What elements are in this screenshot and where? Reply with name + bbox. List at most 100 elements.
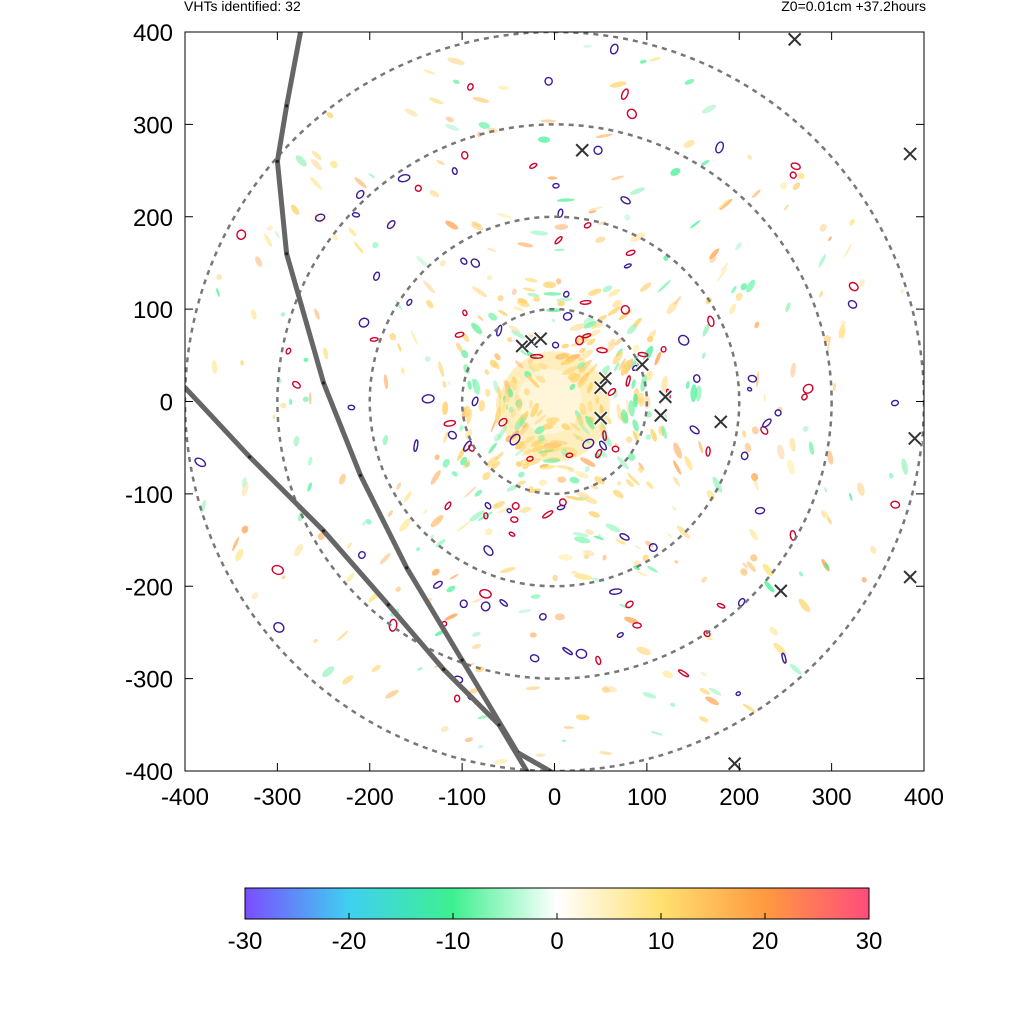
field-speckle <box>538 435 545 442</box>
field-speckle <box>575 471 589 479</box>
field-speckle <box>281 575 286 580</box>
field-speckle <box>527 357 534 365</box>
field-speckle <box>684 78 695 85</box>
vortex-contour <box>607 387 617 397</box>
field-speckle <box>556 198 575 202</box>
field-speckle <box>676 525 691 539</box>
vht-marker <box>593 380 609 396</box>
field-speckle <box>572 532 589 537</box>
field-speckle <box>536 409 543 417</box>
field-speckle <box>610 81 627 88</box>
vortex-contour <box>510 516 519 523</box>
field-speckle <box>615 337 623 346</box>
field-speckle <box>729 303 737 315</box>
field-speckle <box>832 382 837 392</box>
x-tick-label: 300 <box>812 784 852 811</box>
field-speckle <box>584 465 590 473</box>
x-tick-label: 400 <box>904 784 944 811</box>
field-speckle <box>563 726 574 729</box>
field-speckle <box>808 441 815 456</box>
field-speckle <box>506 404 509 410</box>
field-speckle <box>368 173 375 179</box>
field-speckle <box>787 459 795 475</box>
vht-marker <box>514 338 530 354</box>
field-speckle <box>516 480 526 486</box>
field-speckle <box>537 362 548 370</box>
field-speckle <box>654 351 662 366</box>
field-speckle <box>595 396 599 405</box>
field-speckle <box>442 380 447 388</box>
field-speckle <box>342 675 354 685</box>
track-point <box>285 104 289 108</box>
vortex-contour <box>626 108 637 120</box>
field-speckle <box>517 609 532 614</box>
field-speckle <box>861 577 867 583</box>
field-speckle <box>311 150 322 161</box>
vortex-contour <box>471 396 479 407</box>
field-speckle <box>838 324 845 339</box>
vortex-contour <box>802 383 814 394</box>
field-speckle <box>844 243 852 258</box>
vortex-contour <box>611 445 620 453</box>
field-speckle <box>773 642 786 655</box>
vortex-contour <box>620 88 629 100</box>
field-speckle <box>547 176 558 180</box>
field-speckle <box>608 288 621 297</box>
field-speckle <box>464 486 477 498</box>
field-speckle <box>569 476 580 484</box>
field-speckle <box>338 473 346 485</box>
field-speckle <box>405 108 418 117</box>
field-speckle <box>526 374 540 388</box>
field-speckle <box>314 212 324 224</box>
field-speckle <box>478 399 486 412</box>
field-speckle <box>642 692 657 699</box>
field-speckle <box>466 409 472 425</box>
vortex-contour <box>575 335 585 346</box>
field-speckle <box>631 379 636 389</box>
field-speckle <box>403 491 412 503</box>
field-speckle <box>326 112 334 119</box>
vht-marker <box>902 569 918 585</box>
field-speckle <box>620 360 631 376</box>
field-speckle <box>477 715 489 720</box>
x-axis: -400 -300 -200 -100 0 100 200 300 400 <box>161 32 944 811</box>
field-speckle <box>477 315 484 321</box>
field-speckle <box>314 308 320 320</box>
field-speckle <box>430 470 441 485</box>
x-tick-label: -200 <box>346 784 394 811</box>
range-ring <box>460 307 649 496</box>
field-speckle <box>647 335 654 343</box>
field-speckle <box>529 399 533 409</box>
field-speckle <box>633 565 640 571</box>
field-speckle <box>661 375 668 393</box>
field-speckle <box>382 435 389 446</box>
field-speckle <box>446 585 456 593</box>
field-speckle <box>424 356 431 362</box>
field-speckle <box>528 488 542 494</box>
field-speckle <box>502 398 506 415</box>
field-speckle <box>302 396 309 403</box>
field-speckle <box>599 751 613 755</box>
field-speckle <box>530 440 542 448</box>
field-speckle <box>684 455 693 471</box>
vortex-contour <box>372 271 381 281</box>
field-speckle <box>742 562 749 569</box>
vortex-contour <box>480 601 491 612</box>
field-speckle <box>620 409 629 424</box>
field-speckle <box>701 352 706 359</box>
field-speckle <box>543 281 556 289</box>
field-speckle <box>469 510 485 522</box>
field-speckle <box>646 370 653 381</box>
field-speckle <box>634 545 641 550</box>
field-speckle <box>543 425 554 430</box>
field-speckle <box>486 456 498 468</box>
field-speckle <box>216 274 222 281</box>
field-speckle <box>583 554 590 559</box>
field-speckle <box>840 320 846 325</box>
field-speckle <box>416 547 421 552</box>
track-point <box>248 455 252 459</box>
field-speckle <box>346 542 352 549</box>
field-speckle <box>516 398 523 411</box>
x-tick-label: -100 <box>438 784 486 811</box>
